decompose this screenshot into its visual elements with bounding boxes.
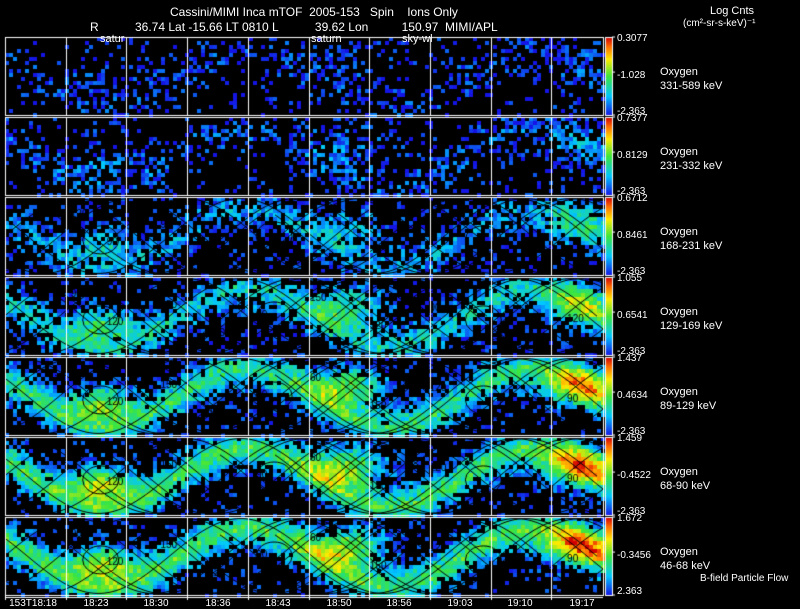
orbit-info: 36.74 Lat -15.66 LT 0810 L 39.62 Lon 150… (135, 20, 498, 34)
units-line2: (cm²-sr-s-keV)⁻¹ (683, 18, 756, 29)
colorbar-mid: -0.3456 (617, 550, 651, 561)
energy-label: 168-231 keV (660, 240, 723, 252)
energy-label: 68-90 keV (660, 480, 711, 492)
species-label: Oxygen (660, 226, 698, 238)
r-label: R (90, 20, 99, 34)
time-tick-label: 19:03 (447, 598, 473, 609)
time-tick-label: 18:30 (143, 598, 169, 609)
colorbar-mid: 0.6541 (617, 310, 648, 321)
colorbar-min: -2.363 (617, 426, 646, 437)
time-tick-label: 18:23 (83, 598, 109, 609)
energy-label: 129-169 keV (660, 320, 723, 332)
colorbar-max: 0.3077 (617, 33, 648, 44)
species-label: Oxygen (660, 466, 698, 478)
flow-label: B-field Particle Flow (700, 573, 789, 584)
colorbar-mid: -1.028 (617, 70, 646, 81)
time-tick-label: 19:10 (507, 598, 533, 609)
time-tick-label: 19:17 (569, 598, 595, 609)
colorbar-max: 0.7377 (617, 113, 648, 124)
marker-satur: satur (100, 33, 125, 45)
colorbar-mid: -0.4522 (617, 470, 651, 481)
colorbar-max: 0.6712 (617, 193, 648, 204)
time-tick-label: 18:50 (326, 598, 352, 609)
energy-label: 331-589 keV (660, 80, 723, 92)
colorbar-min: -2.363 (617, 186, 646, 197)
colorbar-max: 1.672 (617, 513, 643, 524)
colorbar-min: -2.363 (617, 266, 646, 277)
figure-title: Cassini/MIMI Inca mTOF 2005-153 Spin Ion… (170, 5, 458, 19)
species-label: Oxygen (660, 306, 698, 318)
colorbar-min: -2.363 (617, 346, 646, 357)
time-tick-label: 18:43 (265, 598, 291, 609)
colorbar-min: -2.363 (617, 106, 646, 117)
colorbar-min: -2.363 (617, 506, 646, 517)
marker-saturn: saturn (311, 33, 342, 45)
time-tick-label: 18:36 (205, 598, 231, 609)
marker-sky-wl: sky-wl (402, 33, 433, 45)
colorbar-max: 1.437 (617, 353, 643, 364)
colorbar-max: 1.055 (617, 273, 643, 284)
colorbar-min: 2.363 (617, 586, 643, 597)
time-tick-label: 18:56 (386, 598, 412, 609)
colorbar-mid: 0.4634 (617, 390, 648, 401)
units-line1: Log Cnts (710, 5, 755, 17)
colorbar-mid: 0.8129 (617, 150, 648, 161)
species-label: Oxygen (660, 146, 698, 158)
species-label: Oxygen (660, 386, 698, 398)
energy-label: 46-68 keV (660, 560, 711, 572)
energy-label: 231-332 keV (660, 160, 723, 172)
species-label: Oxygen (660, 546, 698, 558)
colorbar-mid: 0.8461 (617, 230, 648, 241)
time-tick-label: 153T18:18 (9, 598, 57, 609)
species-label: Oxygen (660, 66, 698, 78)
energy-label: 89-129 keV (660, 400, 717, 412)
colorbar-max: 1.459 (617, 433, 643, 444)
